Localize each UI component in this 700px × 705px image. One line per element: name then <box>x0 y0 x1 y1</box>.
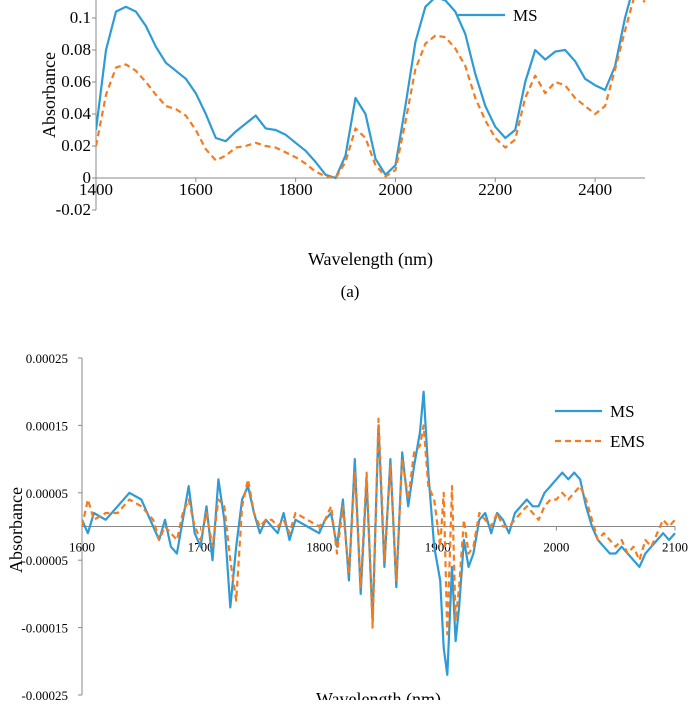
y-tick-label: 0.1 <box>70 8 91 27</box>
legend-label-ms: MS <box>513 6 538 25</box>
y-tick-label: 0.00015 <box>26 418 68 433</box>
x-tick-label: 1800 <box>306 540 332 555</box>
y-tick-label: 0.00005 <box>26 486 68 501</box>
series-line-series-2 <box>96 0 646 180</box>
x-tick-label: 1600 <box>69 540 95 555</box>
legend-label-ems: EMS <box>610 432 645 451</box>
y-axis-title: Absorbance <box>39 52 59 138</box>
y-tick-label: 0 <box>83 168 92 187</box>
chart-b: -0.00025 -0.00015 -0.00005 0.00005 0.00015 0.… <box>6 351 688 705</box>
y-axis-title: Absorbance <box>6 487 26 573</box>
y-tick-label: -0.00005 <box>21 553 68 568</box>
y-tick-label: 0.06 <box>61 72 91 91</box>
x-tick-label: 1400 <box>79 180 113 199</box>
x-tick-label: 2000 <box>378 180 412 199</box>
x-tick-label: 2400 <box>578 180 612 199</box>
x-tick-label: 2200 <box>478 180 512 199</box>
series-line-ms <box>82 390 676 676</box>
x-tick-label: 1600 <box>179 180 213 199</box>
chart-a: -0.02 0 0.02 0.04 0.06 0.08 0.1 1400 1600 1800 200… <box>39 0 646 270</box>
x-tick-label: 2100 <box>662 540 688 555</box>
y-tick-label: -0.00025 <box>21 688 68 700</box>
series-line-ems <box>82 417 676 636</box>
x-tick-label: 1800 <box>279 180 313 199</box>
y-tick-label: -0.02 <box>56 200 91 219</box>
x-tick-label: 1900 <box>425 540 451 555</box>
series-line-ms <box>96 0 632 180</box>
y-tick-label: 0.00025 <box>26 351 68 366</box>
x-axis-title: Wavelength (nm) <box>308 249 433 270</box>
panel-label: (a) <box>341 282 360 301</box>
y-tick-label: 0.02 <box>61 136 91 155</box>
y-tick-label: 0.08 <box>61 40 91 59</box>
legend-label-ms: MS <box>610 402 635 421</box>
x-axis-title: Wavelength (nm) <box>316 689 441 700</box>
x-tick-label: 2000 <box>543 540 569 555</box>
y-tick-label: -0.00015 <box>21 621 68 636</box>
y-tick-label: 0.04 <box>61 104 91 123</box>
